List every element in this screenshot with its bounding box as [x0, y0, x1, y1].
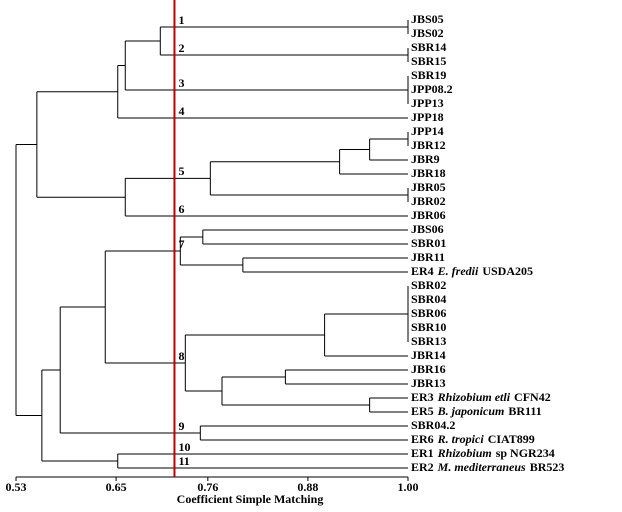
- x-tick-label: 0.53: [6, 480, 27, 494]
- leaf-label: SBR02: [411, 278, 446, 292]
- leaf-label: JBR11: [411, 250, 445, 264]
- leaf-label: JPP18: [411, 110, 444, 124]
- leaf-name: JBR18: [411, 166, 446, 180]
- cluster-label: 5: [178, 164, 184, 178]
- leaf-strain: BR523: [530, 460, 565, 474]
- leaf-label: SBR15: [411, 54, 446, 68]
- leaf-name: JBR16: [411, 362, 446, 376]
- leaf-species: Rhizobium etli: [437, 390, 511, 404]
- leaf-label: ER2 M. mediterraneus BR523: [411, 460, 564, 474]
- leaf-name: JBR9: [411, 152, 440, 166]
- leaf-label: JPP14: [411, 124, 444, 138]
- x-axis-label: Coefficient Simple Matching: [177, 492, 324, 506]
- x-tick-label: 0.76: [197, 480, 218, 494]
- leaf-name: SBR04.2: [411, 418, 455, 432]
- leaf-name: SBR15: [411, 54, 446, 68]
- leaf-label: ER3 Rhizobium etli CFN42: [411, 390, 551, 404]
- leaf-label: SBR19: [411, 68, 446, 82]
- leaf-label: JBR13: [411, 376, 446, 390]
- leaf-name: JBR06: [411, 208, 446, 222]
- leaf-strain: BR111: [508, 404, 541, 418]
- leaf-label: ER5 B. japonicum BR111: [411, 404, 542, 418]
- leaf-name: JBS05: [411, 12, 444, 26]
- leaf-label: SBR10: [411, 320, 446, 334]
- leaf-species: E. fredii: [437, 264, 479, 278]
- leaf-name: SBR13: [411, 334, 446, 348]
- cluster-label: 9: [178, 419, 184, 433]
- leaf-name: JBR02: [411, 194, 446, 208]
- leaf-name: SBR02: [411, 278, 446, 292]
- leaf-strain: CFN42: [514, 390, 551, 404]
- leaf-species: R. tropici: [437, 432, 485, 446]
- cluster-label: 7: [178, 237, 184, 251]
- leaf-label: ER6 R. tropici CIAT899: [411, 432, 535, 446]
- leaf-species: Rhizobium: [437, 446, 492, 460]
- leaf-name: ER6: [411, 432, 434, 446]
- leaf-label: JBS02: [411, 26, 444, 40]
- cluster-label: 11: [178, 454, 189, 468]
- cluster-label: 1: [178, 13, 184, 27]
- leaf-name: JBR11: [411, 250, 445, 264]
- leaf-label: SBR13: [411, 334, 446, 348]
- leaf-name: JBR05: [411, 180, 446, 194]
- leaf-label: JBR06: [411, 208, 446, 222]
- leaf-name: JPP14: [411, 124, 444, 138]
- leaf-name: ER3: [411, 390, 434, 404]
- cluster-label: 3: [178, 76, 184, 90]
- leaf-name: ER4: [411, 264, 434, 278]
- leaf-label: JBR9: [411, 152, 440, 166]
- leaf-name: ER2: [411, 460, 434, 474]
- leaf-species: B. japonicum: [437, 404, 505, 418]
- leaf-name: JPP13: [411, 96, 444, 110]
- leaf-label: JBS06: [411, 222, 444, 236]
- leaf-name: JBR13: [411, 376, 446, 390]
- leaf-label: SBR04.2: [411, 418, 455, 432]
- leaf-label: SBR14: [411, 40, 446, 54]
- leaf-label: SBR06: [411, 306, 446, 320]
- leaf-name: SBR06: [411, 306, 446, 320]
- leaf-name: ER1: [411, 446, 434, 460]
- leaf-name: JPP08.2: [411, 82, 453, 96]
- leaf-name: SBR19: [411, 68, 446, 82]
- leaf-label: JBR14: [411, 348, 446, 362]
- leaf-name: JBS06: [411, 222, 444, 236]
- leaf-label: JBR05: [411, 180, 446, 194]
- leaf-name: SBR01: [411, 236, 446, 250]
- cluster-label: 6: [178, 202, 184, 216]
- cluster-label: 4: [178, 104, 184, 118]
- leaf-label: JBR12: [411, 138, 446, 152]
- leaf-label: ER1 Rhizobium sp NGR234: [411, 446, 555, 460]
- x-tick-label: 1.00: [398, 480, 419, 494]
- leaf-name: ER5: [411, 404, 434, 418]
- leaf-name: SBR14: [411, 40, 446, 54]
- leaf-name: JBR14: [411, 348, 446, 362]
- leaf-name: JBS02: [411, 26, 444, 40]
- leaf-name: SBR10: [411, 320, 446, 334]
- cluster-label: 2: [178, 41, 184, 55]
- leaf-label: SBR01: [411, 236, 446, 250]
- leaf-label: JPP08.2: [411, 82, 453, 96]
- leaf-label: JBR18: [411, 166, 446, 180]
- leaf-strain: sp NGR234: [496, 446, 555, 460]
- leaf-name: JPP18: [411, 110, 444, 124]
- leaf-strain: CIAT899: [488, 432, 535, 446]
- x-tick-label: 0.65: [106, 480, 127, 494]
- leaf-label: ER4 E. fredii USDA205: [411, 264, 533, 278]
- leaf-name: JBR12: [411, 138, 446, 152]
- leaf-label: JBR02: [411, 194, 446, 208]
- leaf-species: M. mediterraneus: [437, 460, 526, 474]
- cluster-label: 10: [178, 440, 190, 454]
- leaf-label: JBS05: [411, 12, 444, 26]
- x-tick-label: 0.88: [297, 480, 318, 494]
- leaf-label: JBR16: [411, 362, 446, 376]
- leaf-label: SBR04: [411, 292, 446, 306]
- leaf-name: SBR04: [411, 292, 446, 306]
- leaf-label: JPP13: [411, 96, 444, 110]
- leaf-strain: USDA205: [482, 264, 533, 278]
- cluster-label: 8: [178, 349, 184, 363]
